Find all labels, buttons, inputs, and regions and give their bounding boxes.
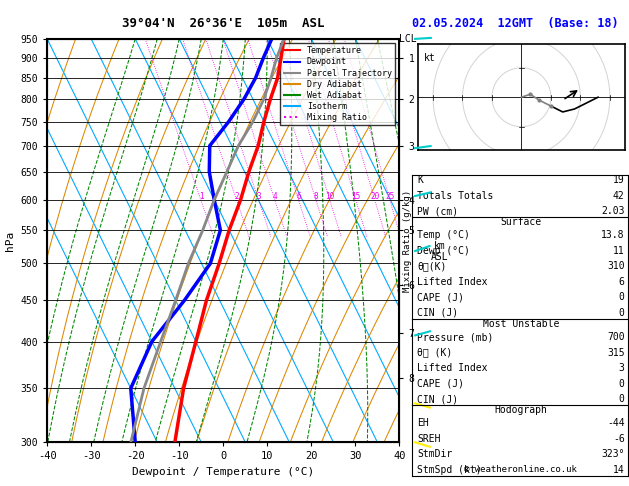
Text: 323°: 323° (601, 450, 625, 459)
Text: -6: -6 (613, 434, 625, 444)
Text: θᴇ (K): θᴇ (K) (417, 347, 452, 358)
Text: 700: 700 (607, 332, 625, 342)
Text: 6: 6 (296, 192, 301, 201)
Text: 02.05.2024  12GMT  (Base: 18): 02.05.2024 12GMT (Base: 18) (413, 17, 619, 30)
Text: Pressure (mb): Pressure (mb) (417, 332, 493, 342)
Text: θᴇ(K): θᴇ(K) (417, 261, 447, 271)
Text: 20: 20 (370, 192, 380, 201)
Text: StmDir: StmDir (417, 450, 452, 459)
Text: -44: -44 (607, 418, 625, 428)
Text: 13.8: 13.8 (601, 230, 625, 240)
Text: 8: 8 (314, 192, 318, 201)
Text: Surface: Surface (500, 217, 542, 227)
Text: 3: 3 (619, 363, 625, 373)
Text: 14: 14 (613, 465, 625, 475)
Text: 0: 0 (619, 308, 625, 318)
Text: 4: 4 (273, 192, 277, 201)
Text: 6: 6 (619, 277, 625, 287)
Text: Temp (°C): Temp (°C) (417, 230, 470, 240)
Text: 2: 2 (235, 192, 239, 201)
Text: 310: 310 (607, 261, 625, 271)
Y-axis label: hPa: hPa (5, 230, 15, 251)
Text: Hodograph: Hodograph (494, 405, 547, 415)
Text: Lifted Index: Lifted Index (417, 363, 487, 373)
Text: 19: 19 (613, 175, 625, 185)
Text: Totals Totals: Totals Totals (417, 191, 493, 201)
Text: CAPE (J): CAPE (J) (417, 293, 464, 302)
Text: kt: kt (424, 53, 436, 63)
Text: © weatheronline.co.uk: © weatheronline.co.uk (464, 465, 577, 474)
Text: 0: 0 (619, 293, 625, 302)
Text: Dewp (°C): Dewp (°C) (417, 246, 470, 256)
Text: 3: 3 (257, 192, 261, 201)
Text: 25: 25 (386, 192, 395, 201)
Text: K: K (417, 175, 423, 185)
Text: EH: EH (417, 418, 429, 428)
Text: SREH: SREH (417, 434, 440, 444)
Text: Lifted Index: Lifted Index (417, 277, 487, 287)
Text: 11: 11 (613, 246, 625, 256)
Text: CAPE (J): CAPE (J) (417, 379, 464, 389)
Text: Most Unstable: Most Unstable (482, 319, 559, 329)
Text: Mixing Ratio (g/kg): Mixing Ratio (g/kg) (403, 190, 411, 292)
Text: 315: 315 (607, 347, 625, 358)
Text: 15: 15 (352, 192, 360, 201)
Text: 2.03: 2.03 (601, 206, 625, 216)
Text: CIN (J): CIN (J) (417, 394, 458, 404)
Text: 0: 0 (619, 394, 625, 404)
Text: PW (cm): PW (cm) (417, 206, 458, 216)
Text: 0: 0 (619, 379, 625, 389)
Text: 1: 1 (199, 192, 204, 201)
Text: 10: 10 (325, 192, 335, 201)
Text: LCL: LCL (399, 34, 417, 44)
Text: StmSpd (kt): StmSpd (kt) (417, 465, 482, 475)
Text: CIN (J): CIN (J) (417, 308, 458, 318)
Y-axis label: km
ASL: km ASL (430, 241, 448, 262)
Text: 39°04'N  26°36'E  105m  ASL: 39°04'N 26°36'E 105m ASL (122, 17, 325, 30)
X-axis label: Dewpoint / Temperature (°C): Dewpoint / Temperature (°C) (132, 467, 314, 477)
Text: 42: 42 (613, 191, 625, 201)
Legend: Temperature, Dewpoint, Parcel Trajectory, Dry Adiabat, Wet Adiabat, Isotherm, Mi: Temperature, Dewpoint, Parcel Trajectory… (281, 43, 395, 125)
